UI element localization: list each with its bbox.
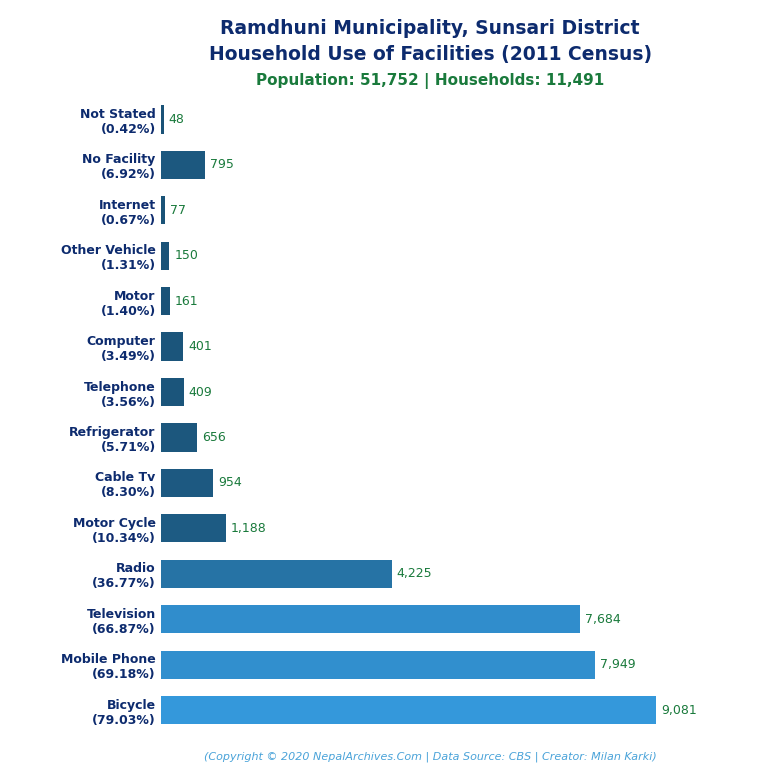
Text: (Copyright © 2020 NepalArchives.Com | Data Source: CBS | Creator: Milan Karki): (Copyright © 2020 NepalArchives.Com | Da… <box>204 751 657 762</box>
Text: 161: 161 <box>175 295 199 308</box>
Bar <box>161 105 164 134</box>
Bar <box>161 333 183 361</box>
Bar <box>161 650 594 679</box>
Text: 954: 954 <box>218 476 242 489</box>
Bar <box>161 696 657 724</box>
Text: 1,188: 1,188 <box>231 521 266 535</box>
Text: Household Use of Facilities (2011 Census): Household Use of Facilities (2011 Census… <box>209 45 651 64</box>
Bar <box>161 605 581 634</box>
Text: 409: 409 <box>188 386 212 399</box>
Bar <box>161 151 204 179</box>
Text: 795: 795 <box>210 158 233 171</box>
Text: 4,225: 4,225 <box>396 568 432 581</box>
Bar <box>161 423 197 452</box>
Text: Population: 51,752 | Households: 11,491: Population: 51,752 | Households: 11,491 <box>256 73 604 89</box>
Text: 77: 77 <box>170 204 187 217</box>
Text: 48: 48 <box>169 113 184 126</box>
Text: 9,081: 9,081 <box>661 703 697 717</box>
Text: Ramdhuni Municipality, Sunsari District: Ramdhuni Municipality, Sunsari District <box>220 19 640 38</box>
Text: 7,949: 7,949 <box>600 658 635 671</box>
Bar <box>161 196 165 224</box>
Bar <box>161 242 170 270</box>
Bar <box>161 560 392 588</box>
Bar <box>161 468 214 497</box>
Bar <box>161 515 226 542</box>
Text: 7,684: 7,684 <box>585 613 621 626</box>
Text: 150: 150 <box>174 249 198 262</box>
Text: 656: 656 <box>202 431 226 444</box>
Bar <box>161 287 170 315</box>
Bar <box>161 378 184 406</box>
Text: 401: 401 <box>188 340 212 353</box>
